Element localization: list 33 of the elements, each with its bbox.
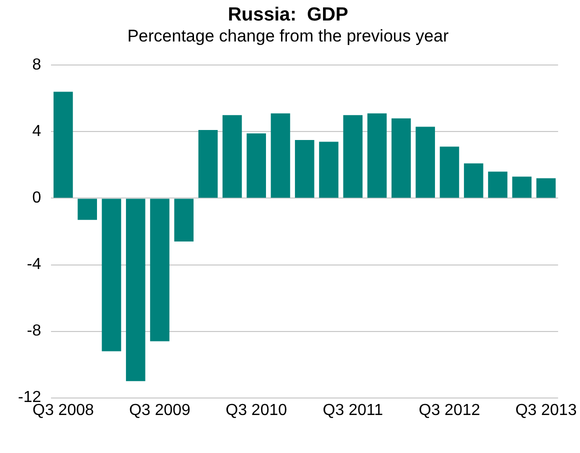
bar (222, 115, 242, 198)
bar (392, 118, 411, 198)
bar (319, 142, 338, 198)
bar (54, 92, 73, 198)
y-tick-label: 8 (32, 56, 42, 74)
y-tick-label: 4 (32, 123, 42, 140)
x-tick-label: Q3 2012 (418, 402, 480, 419)
x-tick-label: Q3 2013 (515, 402, 577, 419)
bar (174, 198, 194, 242)
bar (440, 146, 460, 198)
bar (126, 198, 146, 382)
bar (464, 163, 484, 198)
bar (102, 198, 122, 352)
y-tick-label: -4 (26, 256, 42, 274)
bar (270, 113, 290, 198)
chart-title: Russia: GDP (228, 4, 349, 26)
x-tick-label: Q3 2011 (322, 402, 384, 419)
bar (150, 198, 170, 342)
y-tick-label: 0 (32, 190, 42, 207)
bar (416, 126, 435, 198)
bar (246, 133, 266, 198)
bar (294, 140, 314, 198)
x-tick-label: Q3 2009 (129, 402, 191, 419)
bar (367, 113, 387, 198)
x-tick-label: Q3 2010 (226, 402, 288, 419)
bar (536, 178, 556, 198)
bar (512, 176, 532, 198)
bar (488, 172, 508, 198)
chart-subtitle: Percentage change from the previous year (127, 26, 449, 46)
bar (78, 198, 97, 220)
y-tick-label: -8 (26, 322, 42, 340)
bar (198, 130, 218, 198)
bar (343, 115, 363, 198)
